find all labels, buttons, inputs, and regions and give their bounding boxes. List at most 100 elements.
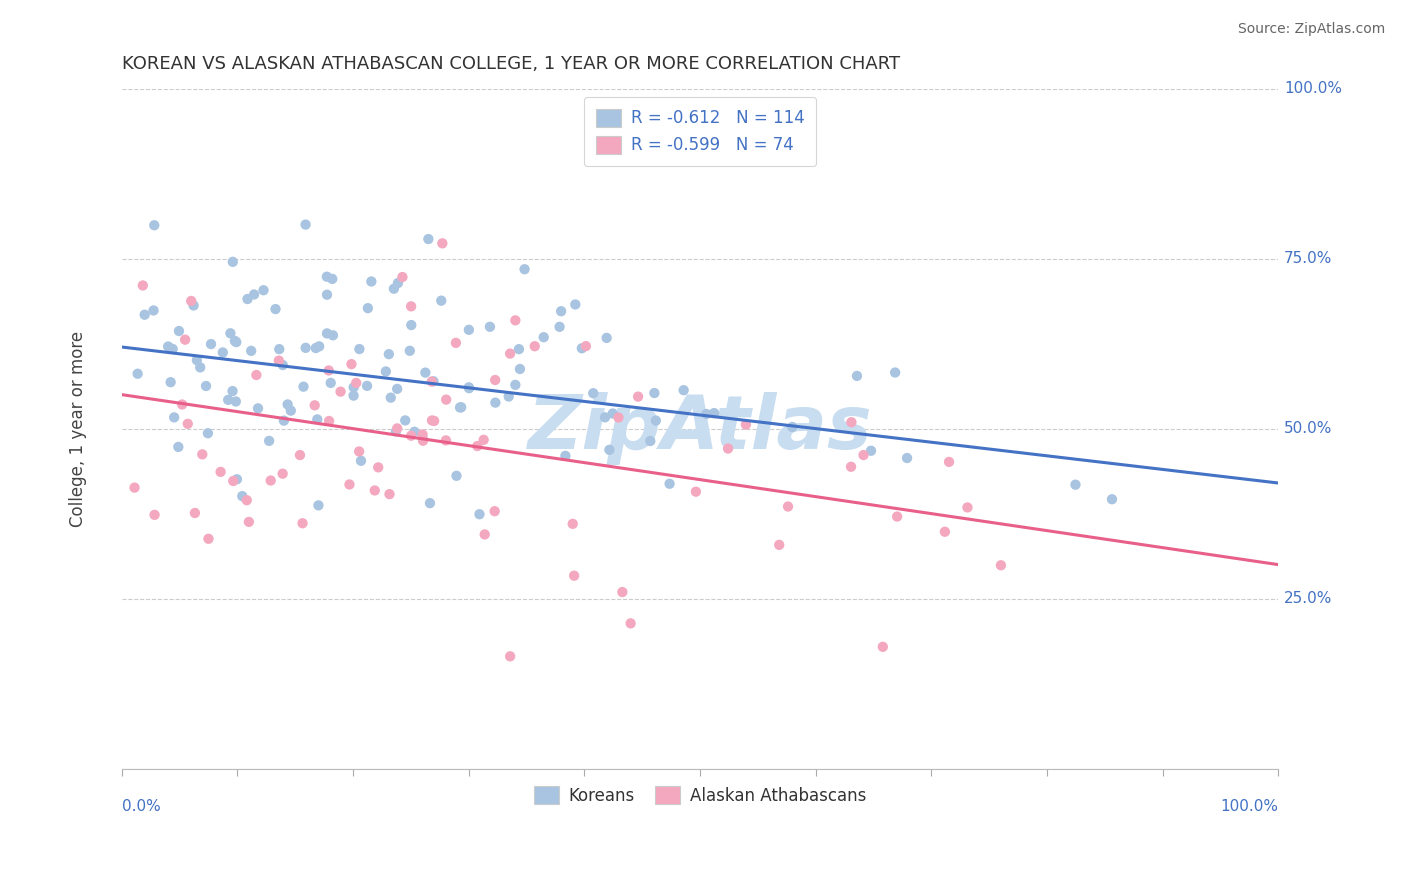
Point: [695, 407, 717, 421]
Point: [499, 649, 522, 664]
Point: [846, 368, 869, 383]
Point: [434, 434, 457, 448]
Point: [322, 328, 344, 343]
Point: [561, 516, 583, 531]
Point: [134, 308, 156, 322]
Point: [498, 390, 520, 404]
Point: [172, 397, 194, 411]
Point: [378, 487, 401, 501]
Point: [640, 434, 662, 448]
Point: [607, 410, 630, 425]
Point: [305, 341, 328, 355]
Point: [245, 368, 267, 382]
Point: [243, 287, 266, 301]
Text: College, 1 year or more: College, 1 year or more: [69, 331, 87, 526]
Point: [472, 433, 495, 447]
Point: [717, 442, 740, 456]
Point: [399, 428, 422, 442]
Point: [644, 414, 666, 428]
Point: [127, 367, 149, 381]
Point: [124, 481, 146, 495]
Point: [446, 468, 468, 483]
Point: [685, 484, 707, 499]
Point: [418, 232, 440, 246]
Point: [315, 269, 337, 284]
Point: [183, 298, 205, 312]
Point: [225, 394, 247, 409]
Text: 25.0%: 25.0%: [1284, 591, 1333, 607]
Point: [280, 403, 302, 417]
Point: [321, 272, 343, 286]
Point: [342, 389, 364, 403]
Point: [934, 524, 956, 539]
Point: [385, 382, 408, 396]
Text: KOREAN VS ALASKAN ATHABASCAN COLLEGE, 1 YEAR OR MORE CORRELATION CHART: KOREAN VS ALASKAN ATHABASCAN COLLEGE, 1 …: [122, 55, 900, 73]
Point: [598, 442, 620, 457]
Point: [316, 326, 339, 341]
Point: [422, 374, 444, 388]
Text: 0.0%: 0.0%: [122, 799, 160, 814]
Point: [291, 516, 314, 531]
Point: [886, 509, 908, 524]
Point: [412, 432, 434, 446]
Point: [294, 341, 316, 355]
Point: [177, 417, 200, 431]
Point: [219, 326, 242, 341]
Point: [523, 339, 546, 353]
Point: [505, 313, 527, 327]
Point: [231, 489, 253, 503]
Point: [839, 459, 862, 474]
Point: [884, 366, 907, 380]
Point: [197, 532, 219, 546]
Point: [703, 406, 725, 420]
Point: [508, 342, 530, 356]
Point: [484, 373, 506, 387]
Point: [593, 410, 616, 425]
Point: [238, 515, 260, 529]
Point: [387, 421, 409, 435]
Point: [768, 538, 790, 552]
Point: [735, 417, 758, 432]
Point: [350, 454, 373, 468]
Point: [554, 449, 576, 463]
Point: [159, 375, 181, 389]
Point: [197, 426, 219, 441]
Point: [412, 427, 434, 442]
Point: [191, 447, 214, 461]
Point: [273, 414, 295, 428]
Point: [318, 363, 340, 377]
Point: [841, 415, 863, 429]
Point: [222, 255, 245, 269]
Text: ZipAtlas: ZipAtlas: [527, 392, 872, 465]
Point: [319, 376, 342, 390]
Point: [374, 364, 396, 378]
Point: [380, 391, 402, 405]
Point: [260, 474, 283, 488]
Point: [184, 506, 207, 520]
Point: [478, 319, 501, 334]
Point: [292, 379, 315, 393]
Point: [307, 412, 329, 426]
Point: [444, 335, 467, 350]
Point: [378, 347, 401, 361]
Point: [399, 299, 422, 313]
Point: [349, 342, 371, 356]
Point: [180, 293, 202, 308]
Point: [550, 304, 572, 318]
Point: [162, 342, 184, 356]
Point: [434, 392, 457, 407]
Point: [339, 477, 361, 491]
Point: [307, 499, 329, 513]
Text: 100.0%: 100.0%: [1284, 81, 1343, 96]
Point: [271, 467, 294, 481]
Point: [990, 558, 1012, 573]
Point: [142, 303, 165, 318]
Point: [167, 440, 190, 454]
Point: [157, 339, 180, 353]
Point: [564, 297, 586, 311]
Point: [394, 413, 416, 427]
Point: [450, 401, 472, 415]
Point: [225, 335, 247, 350]
Point: [344, 376, 367, 390]
Point: [294, 218, 316, 232]
